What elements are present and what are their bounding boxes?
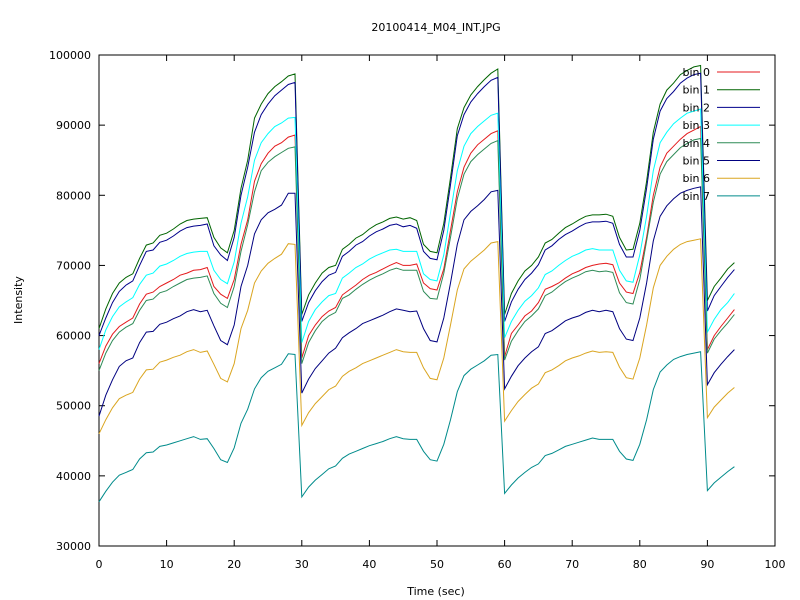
y-tick-label: 40000 [56, 470, 91, 483]
legend-label: bin 2 [682, 101, 710, 114]
y-tick-label: 70000 [56, 259, 91, 272]
y-tick-label: 100000 [49, 49, 91, 62]
series-lines [98, 64, 735, 503]
x-tick-label: 90 [700, 558, 714, 571]
legend-label: bin 6 [682, 172, 710, 185]
x-tick-label: 60 [498, 558, 512, 571]
legend-label: bin 7 [682, 190, 710, 203]
legend: bin 0 bin 1 bin 2 bin 3 bin 4 bin 5 bin 6 bin 7 [682, 66, 760, 203]
series-line-bin-2 [98, 72, 735, 336]
x-tick-label: 70 [565, 558, 579, 571]
x-tick-label: 40 [362, 558, 376, 571]
x-axis-label: Time (sec) [406, 585, 465, 598]
y-tick-label: 90000 [56, 119, 91, 132]
y-tick-label: 60000 [56, 330, 91, 343]
legend-label: bin 4 [682, 137, 710, 150]
x-tick-label: 10 [160, 558, 174, 571]
x-tick-label: 0 [96, 558, 103, 571]
plot-frame [98, 54, 776, 547]
series-line-bin-0 [98, 125, 735, 364]
x-tick-label: 50 [430, 558, 444, 571]
x-tick-label: 30 [295, 558, 309, 571]
y-axis-label: Intensity [12, 276, 25, 324]
x-axis-ticks: 0 10 20 30 40 50 60 70 80 90 100 [96, 55, 786, 571]
legend-label: bin 1 [682, 84, 710, 97]
series-line-bin-5 [98, 186, 735, 417]
series-line-bin-4 [98, 137, 735, 371]
legend-label: bin 0 [682, 66, 710, 79]
y-tick-label: 80000 [56, 189, 91, 202]
plot-border [98, 54, 776, 547]
series-line-bin-1 [98, 64, 735, 329]
chart-title: 20100414_M04_INT.JPG [371, 21, 500, 34]
x-tick-label: 20 [227, 558, 241, 571]
legend-label: bin 3 [682, 119, 710, 132]
y-tick-label: 50000 [56, 400, 91, 413]
legend-label: bin 5 [682, 155, 710, 168]
series-line-bin-7 [98, 351, 735, 503]
x-tick-label: 80 [633, 558, 647, 571]
y-axis-ticks: 30000 40000 50000 60000 70000 80000 90000 10000… [49, 49, 775, 553]
series-line-bin-6 [98, 238, 735, 435]
y-tick-label: 30000 [56, 540, 91, 553]
series-line-bin-3 [98, 108, 735, 350]
x-tick-label: 100 [765, 558, 786, 571]
